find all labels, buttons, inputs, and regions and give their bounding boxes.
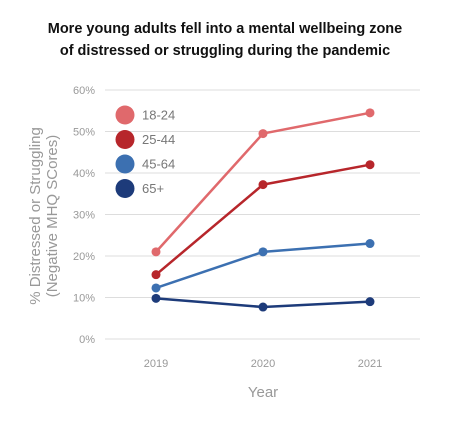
data-point <box>365 239 375 249</box>
y-tick-label: 40% <box>73 168 95 180</box>
x-tick-label: 2019 <box>144 358 168 370</box>
legend: 18-24 25-44 45-64 65+ <box>115 105 175 198</box>
legend-item: 18-24 <box>115 105 175 125</box>
y-tick-label: 60% <box>73 85 95 97</box>
y-axis-ticks: 0% 10% 20% 30% 40% 50% 60% <box>73 85 95 346</box>
data-point <box>151 283 161 293</box>
legend-label: 25-44 <box>142 132 175 147</box>
x-axis-title: Year <box>248 384 278 401</box>
chart-title: More young adults fell into a mental wel… <box>0 18 450 62</box>
data-point <box>258 247 268 257</box>
x-tick-label: 2020 <box>251 358 275 370</box>
data-point <box>258 302 268 312</box>
data-point <box>151 270 161 280</box>
legend-label: 45-64 <box>142 157 175 172</box>
chart-title-line-1: More young adults fell into a mental wel… <box>47 21 403 37</box>
data-point <box>365 297 375 307</box>
series-65plus <box>151 293 375 312</box>
data-point <box>151 247 161 257</box>
data-point <box>151 293 161 303</box>
x-tick-label: 2021 <box>358 358 382 370</box>
y-axis-title-line-2: (Negative MHQ SCores) <box>44 135 61 298</box>
series-45-64 <box>151 239 375 293</box>
series-lines <box>151 108 375 312</box>
series-25-44 <box>151 160 375 280</box>
data-point <box>365 108 375 118</box>
legend-marker <box>115 105 135 125</box>
x-axis-ticks: 2019 2020 2021 <box>144 358 382 370</box>
legend-item: 25-44 <box>115 130 175 149</box>
y-tick-label: 10% <box>73 293 95 305</box>
legend-marker <box>115 179 135 198</box>
legend-item: 45-64 <box>115 154 175 174</box>
chart-title-line-2: of distressed or struggling during the p… <box>59 43 391 59</box>
data-point <box>258 180 268 190</box>
y-tick-label: 20% <box>73 251 95 263</box>
y-tick-label: 50% <box>73 127 95 139</box>
y-axis-title-line-1: % Distressed or Struggling <box>27 127 44 305</box>
legend-item: 65+ <box>115 179 164 198</box>
legend-marker <box>115 154 135 174</box>
legend-label: 18-24 <box>142 108 175 123</box>
y-axis-title: % Distressed or Struggling (Negative MHQ… <box>27 127 61 305</box>
y-tick-label: 30% <box>73 210 95 222</box>
legend-label: 65+ <box>142 181 164 196</box>
series-18-24 <box>151 108 375 257</box>
legend-marker <box>115 130 135 149</box>
data-point <box>365 160 375 170</box>
y-tick-label: 0% <box>79 334 95 346</box>
data-point <box>258 129 268 139</box>
